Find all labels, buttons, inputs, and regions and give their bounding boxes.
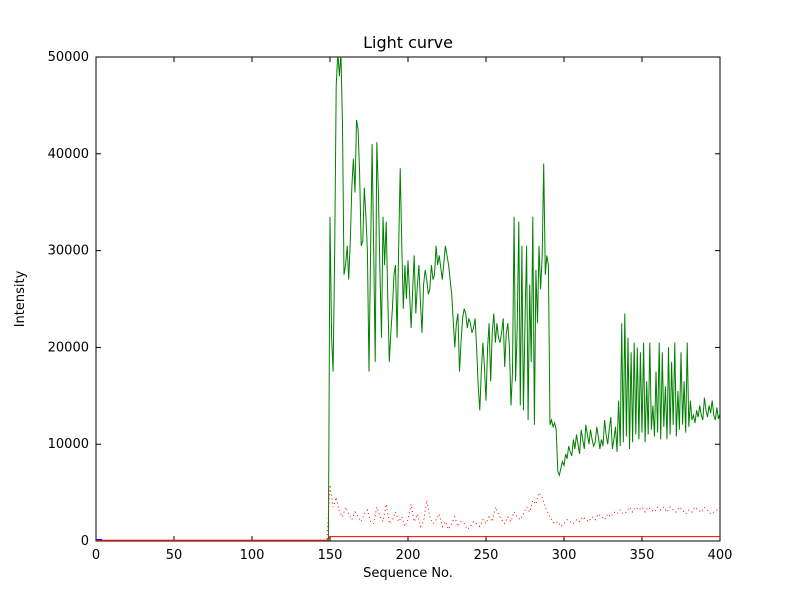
y-tick-label: 20000: [48, 340, 89, 355]
series-secondary-dotted: [96, 484, 720, 541]
plot-dynamic-layer: 0 50 100 150 200 250 300 350 400 0 10000 20000 30000…: [48, 50, 733, 563]
x-tick-label: 50: [166, 548, 183, 563]
x-tick-label: 100: [240, 548, 265, 563]
y-tick-label: 10000: [48, 437, 89, 452]
series-main-intensity: [96, 57, 720, 541]
y-axis-label: Intensity: [13, 270, 28, 327]
x-tick-label: 300: [552, 548, 577, 563]
y-tick-label: 0: [81, 534, 89, 549]
y-tick-label: 50000: [48, 50, 89, 65]
x-axis-label: Sequence No.: [363, 566, 453, 581]
x-tick-label: 0: [92, 548, 100, 563]
x-tick-label: 150: [318, 548, 343, 563]
chart-title: Light curve: [363, 33, 453, 52]
x-tick-label: 350: [630, 548, 655, 563]
x-tick-label: 250: [474, 548, 499, 563]
series-baseline-solid-red: [96, 536, 720, 541]
plot-frame: [95, 56, 721, 542]
x-tick-label: 200: [396, 548, 421, 563]
x-tick-label: 400: [708, 548, 733, 563]
y-tick-label: 40000: [48, 147, 89, 162]
y-tick-label: 30000: [48, 244, 89, 259]
